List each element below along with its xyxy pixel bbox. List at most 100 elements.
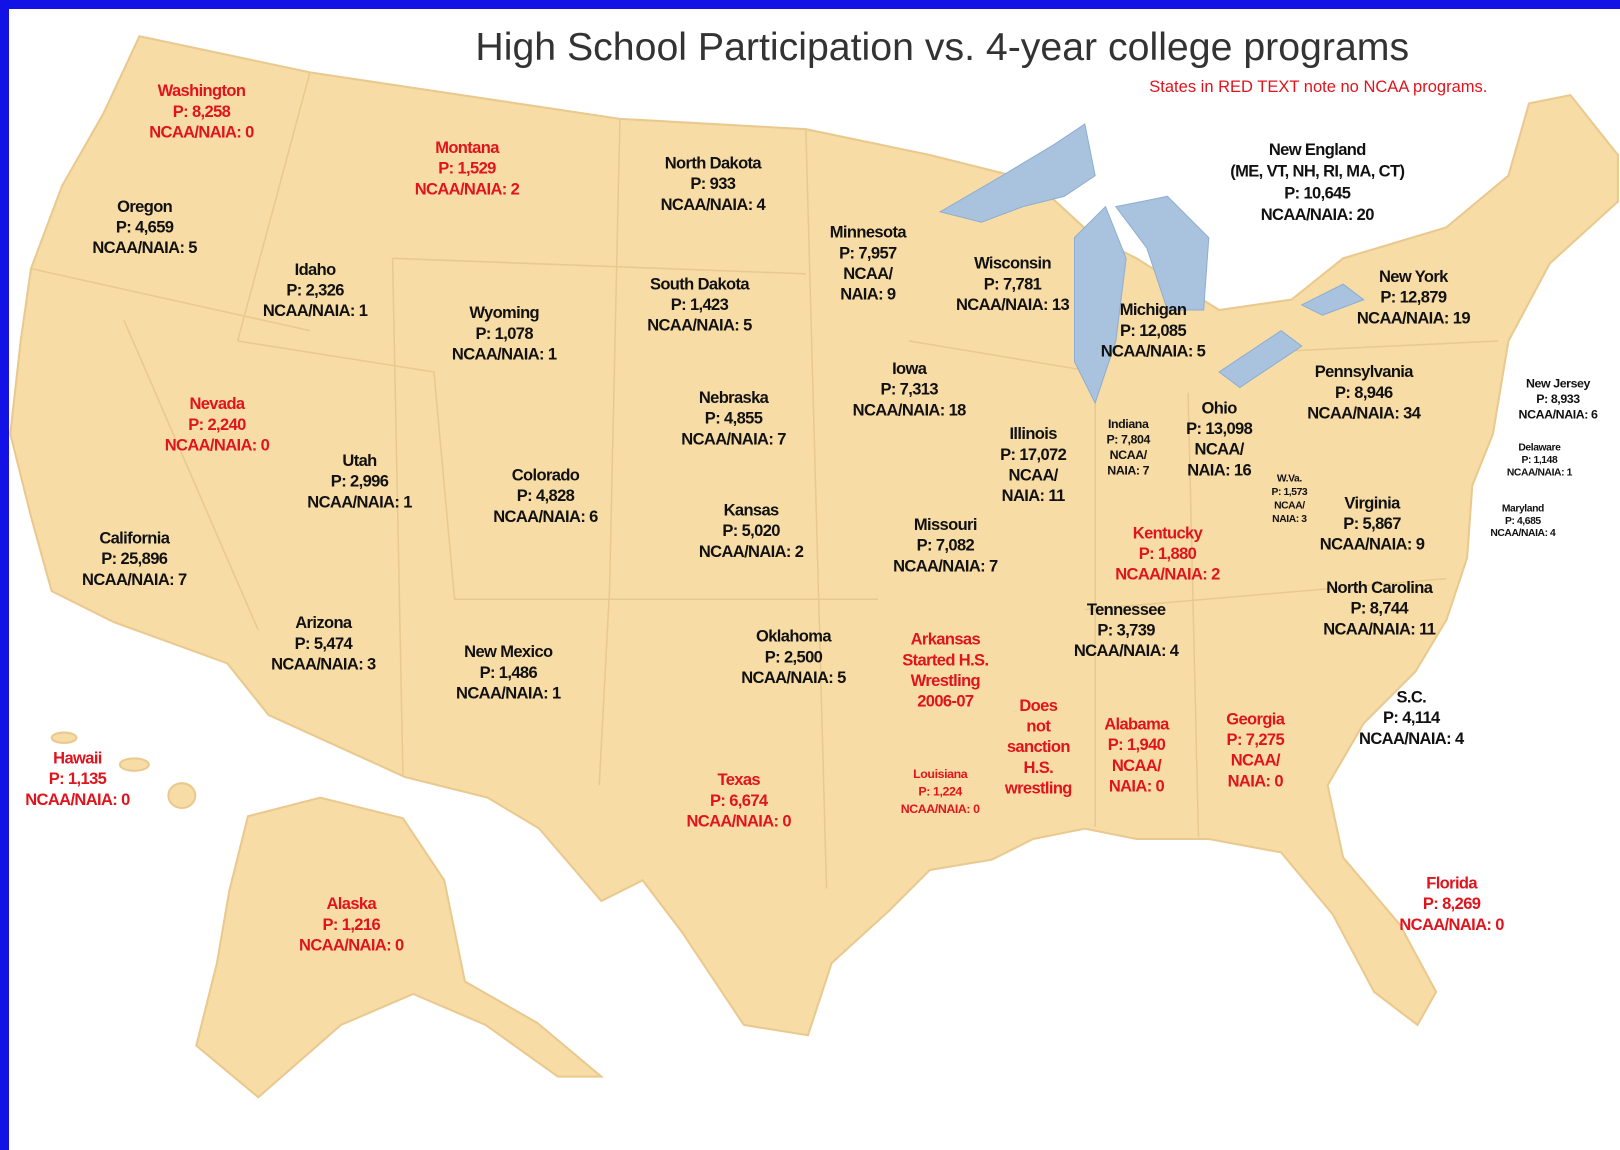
state-stat: NCAA/NAIA: 5 xyxy=(647,316,752,335)
state-stat: NAIA: 16 xyxy=(1187,460,1251,479)
state-stat: NAIA: 0 xyxy=(1228,771,1284,790)
state-name: Oklahoma xyxy=(756,627,832,646)
border xyxy=(30,72,1499,889)
lake xyxy=(1218,330,1303,389)
hawaii-island xyxy=(118,757,150,772)
lake xyxy=(1114,195,1210,311)
state-name: Nevada xyxy=(189,394,245,413)
state-name: New England xyxy=(1269,140,1366,159)
state-stat: NCAA/NAIA: 11 xyxy=(1323,619,1436,638)
state-stat: NCAA/NAIA: 5 xyxy=(1101,341,1206,360)
state-name: Alaska xyxy=(327,894,378,913)
state-name: Missouri xyxy=(914,515,977,534)
state-name: Idaho xyxy=(295,260,336,279)
state-stat: NCAA/NAIA: 0 xyxy=(299,936,404,955)
state-stat: NCAA/NAIA: 0 xyxy=(901,802,980,816)
state-name: W.Va. xyxy=(1277,473,1302,484)
state-name: California xyxy=(99,528,170,547)
state-name: Maryland xyxy=(1502,503,1544,514)
state-stat: H.S. xyxy=(1024,758,1054,777)
state-name: North Dakota xyxy=(665,153,763,172)
state-name: North Carolina xyxy=(1326,578,1433,597)
state-name: Colorado xyxy=(512,465,580,484)
state-stat: NCAA/NAIA: 5 xyxy=(92,238,197,257)
state-stat: NCAA/ xyxy=(1110,448,1148,462)
state-stat: P: 6,674 xyxy=(710,791,769,810)
state-name: Virginia xyxy=(1344,493,1401,512)
state-stat: P: 12,879 xyxy=(1380,288,1446,307)
state-stat: NCAA/NAIA: 4 xyxy=(1074,641,1180,660)
state-stat: P: 10,645 xyxy=(1284,183,1350,202)
state-stat: P: 4,828 xyxy=(517,486,575,505)
state-stat: NCAA/NAIA: 5 xyxy=(741,668,846,687)
state-stat: P: 1,423 xyxy=(671,295,729,314)
state-stat: NCAA/NAIA: 0 xyxy=(1399,915,1504,934)
state-stat: P: 4,855 xyxy=(705,409,763,428)
state-stat: NCAA/NAIA: 0 xyxy=(165,436,270,455)
state-stat: NCAA/NAIA: 1 xyxy=(1507,467,1573,478)
state-name: Florida xyxy=(1426,874,1478,893)
state-stat: P: 1,078 xyxy=(475,324,533,343)
state-name: Montana xyxy=(435,138,500,157)
state-stat: P: 7,781 xyxy=(984,274,1042,293)
state-stat: NCAA/ xyxy=(1009,465,1059,484)
state-name: Pennsylvania xyxy=(1315,362,1415,381)
state-stat: P: 5,474 xyxy=(295,634,354,653)
state-stat: Started H.S. xyxy=(902,650,988,669)
alaska xyxy=(195,796,605,1099)
state-name: New Jersey xyxy=(1526,376,1591,390)
state-stat: P: 12,085 xyxy=(1120,321,1186,340)
state-stat: NCAA/NAIA: 9 xyxy=(1320,535,1425,554)
lake xyxy=(1300,283,1365,316)
state-stat: P: 17,072 xyxy=(1000,445,1066,464)
state-stat: NCAA/NAIA: 4 xyxy=(1359,729,1465,748)
state-stat: NCAA/NAIA: 2 xyxy=(415,179,520,198)
state-stat: P: 7,313 xyxy=(880,380,938,399)
state-stat: NCAA/NAIA: 2 xyxy=(1115,565,1220,584)
state-stat: P: 1,224 xyxy=(918,785,962,799)
state-name: S.C. xyxy=(1396,688,1426,707)
state-stat: P: 2,500 xyxy=(765,647,823,666)
state-stat: NCAA/NAIA: 0 xyxy=(686,812,791,831)
state-stat: NCAA/NAIA: 4 xyxy=(661,195,767,214)
state-stat: P: 4,114 xyxy=(1383,708,1441,727)
state-stat: NCAA/NAIA: 1 xyxy=(263,301,368,320)
hawaii-island xyxy=(167,782,197,810)
state-stat: P: 8,258 xyxy=(173,102,231,121)
state-stat: P: 1,216 xyxy=(323,915,381,934)
state-stat: P: 4,685 xyxy=(1505,516,1541,527)
state-stat: P: 1,486 xyxy=(480,663,538,682)
state-stat: wrestling xyxy=(1004,779,1072,798)
state-stat: NCAA/NAIA: 0 xyxy=(25,790,130,809)
slide-border xyxy=(0,0,1620,9)
state-name: Minnesota xyxy=(830,223,908,242)
contiguous-us xyxy=(9,35,1619,1037)
state-stat: NAIA: 0 xyxy=(1109,776,1165,795)
state-stat: NAIA: 7 xyxy=(1107,463,1149,477)
state-stat: sanction xyxy=(1007,737,1070,756)
state-name: New York xyxy=(1379,267,1449,286)
state-name: Arizona xyxy=(295,613,353,632)
state-stat: P: 5,867 xyxy=(1343,514,1401,533)
state-stat: P: 8,744 xyxy=(1351,599,1410,618)
state-stat: P: 1,148 xyxy=(1522,455,1558,466)
state-stat: NCAA/ xyxy=(1274,500,1305,511)
state-name: Michigan xyxy=(1120,300,1187,319)
state-stat: not xyxy=(1026,717,1051,736)
state-stat: P: 7,082 xyxy=(917,536,975,555)
state-stat: P: 7,275 xyxy=(1227,730,1285,749)
state-stat: NCAA/NAIA: 7 xyxy=(681,429,786,448)
slide-border xyxy=(0,0,9,1150)
map-title: High School Participation vs. 4-year col… xyxy=(475,25,1409,69)
state-name: Arkansas xyxy=(911,630,981,649)
state-stat: P: 3,739 xyxy=(1097,620,1155,639)
state-stat: NCAA/NAIA: 0 xyxy=(149,122,254,141)
state-name: Alabama xyxy=(1104,714,1170,733)
state-stat: NCAA/NAIA: 4 xyxy=(1490,528,1556,539)
state-stat: NCAA/NAIA: 19 xyxy=(1357,308,1471,327)
state-stat: P: 7,804 xyxy=(1106,432,1150,446)
state-name: Nebraska xyxy=(699,388,770,407)
state-stat: Wrestling xyxy=(911,671,980,690)
state-stat: NCAA/NAIA: 2 xyxy=(699,542,804,561)
